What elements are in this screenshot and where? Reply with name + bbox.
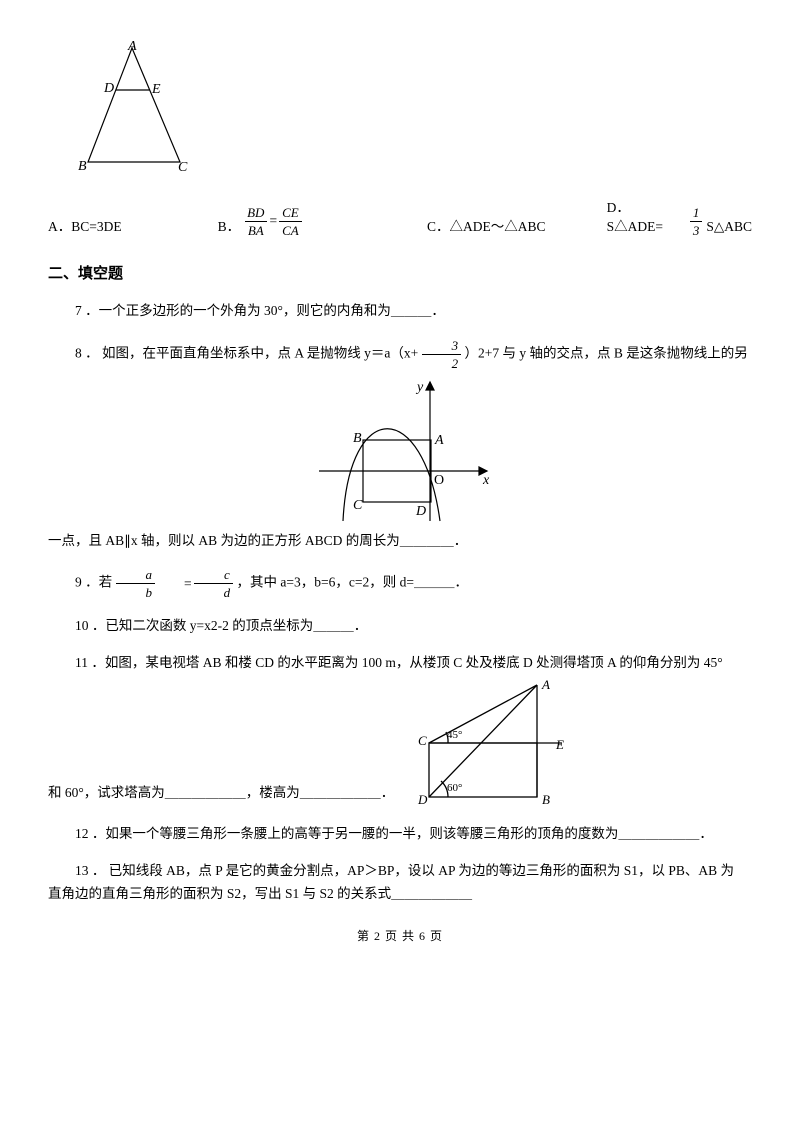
p-label-a: A xyxy=(434,433,444,448)
t-d: D xyxy=(417,792,428,807)
label-d: D xyxy=(103,81,114,96)
frac-a-b: a b xyxy=(116,568,156,599)
option-d-suffix: S△ABC xyxy=(706,218,752,237)
t-b: B xyxy=(542,792,550,807)
option-b: B． BD BA = CE CA xyxy=(218,206,427,237)
p-label-c: C xyxy=(353,498,363,513)
page-footer: 第 2 页 共 6 页 xyxy=(48,928,752,945)
q9-suffix: ，其中 a=3，b=6，c=2，则 d=＿＿＿． xyxy=(237,575,468,590)
q8-text-b: ）2+7 与 y 轴的交点，点 B 是这条抛物线上的另 xyxy=(464,345,747,360)
label-e: E xyxy=(151,82,161,97)
option-c: C．△ADE～△ABC xyxy=(427,218,607,237)
label-c: C xyxy=(178,160,188,175)
t-e: E xyxy=(555,737,564,752)
question-8: 8 ． 如图，在平面直角坐标系中，点 A 是抛物线 y＝a（x+ 3 2 ）2+… xyxy=(48,339,752,551)
option-d-prefix: D．S△ADE= xyxy=(607,199,686,237)
question-12: 12 ．如果一个等腰三角形一条腰上的高等于另一腰的一半，则该等腰三角形的顶角的度… xyxy=(48,825,752,844)
section-fill-heading: 二、填空题 xyxy=(48,263,752,284)
frac-one-third: 1 3 xyxy=(690,206,703,237)
question-13a: 13 ． 已知线段 AB，点 P 是它的黄金分割点，AP＞BP，设以 AP 为边… xyxy=(48,862,752,881)
option-d: D．S△ADE= 1 3 S△ABC xyxy=(607,199,752,237)
q8-tail: 一点，且 AB∥x 轴，则以 AB 为边的正方形 ABCD 的周长为＿＿＿＿． xyxy=(48,532,752,551)
question-10: 10 ．已知二次函数 y=x2-2 的顶点坐标为＿＿＿． xyxy=(48,617,752,636)
p-label-d: D xyxy=(415,504,426,519)
p-label-x: x xyxy=(482,473,490,488)
label-a: A xyxy=(127,40,137,54)
option-b-prefix: B． xyxy=(218,218,241,237)
question-11: 11 ．如图，某电视塔 AB 和楼 CD 的水平距离为 100 m，从楼顶 C … xyxy=(48,654,752,807)
q8-text-a: 8 ． 如图，在平面直角坐标系中，点 A 是抛物线 y＝a（x+ xyxy=(75,345,418,360)
p-label-b: B xyxy=(353,431,362,446)
question-13b: 直角边的直角三角形的面积为 S2，写出 S1 与 S2 的关系式＿＿＿＿＿＿ xyxy=(48,885,752,904)
question-7: 7 ．一个正多边形的一个外角为 30°，则它的内角和为＿＿＿． xyxy=(48,302,752,321)
t-c: C xyxy=(418,733,427,748)
frac-three-halves: 3 2 xyxy=(422,339,462,370)
options-row: A．BC=3DE B． BD BA = CE CA C．△ADE～△ABC D．… xyxy=(48,199,752,237)
p-label-o: O xyxy=(434,473,444,488)
t-60: 60° xyxy=(447,782,462,794)
tower-diagram: A B C D E 45° 60° xyxy=(404,677,569,807)
frac-bd-ba: BD BA xyxy=(244,206,267,237)
option-a: A．BC=3DE xyxy=(48,218,218,237)
frac-ce-ca: CE CA xyxy=(279,206,302,237)
t-45: 45° xyxy=(447,729,462,741)
q9-prefix: 9 ．若 xyxy=(75,575,116,590)
triangle-diagram: A D E B C xyxy=(68,40,752,181)
q11-tail: 和 60°，试求塔高为＿＿＿＿＿＿，楼高为＿＿＿＿＿＿． xyxy=(48,784,394,807)
t-a: A xyxy=(541,677,550,692)
label-b: B xyxy=(78,159,87,174)
parabola-diagram: B A C D O x y xyxy=(305,376,495,526)
question-9: 9 ．若 a b = c d ，其中 a=3，b=6，c=2，则 d=＿＿＿． xyxy=(48,568,752,599)
q11-line1: 11 ．如图，某电视塔 AB 和楼 CD 的水平距离为 100 m，从楼顶 C … xyxy=(48,654,752,673)
p-label-y: y xyxy=(415,380,424,395)
frac-c-d: c d xyxy=(194,568,234,599)
